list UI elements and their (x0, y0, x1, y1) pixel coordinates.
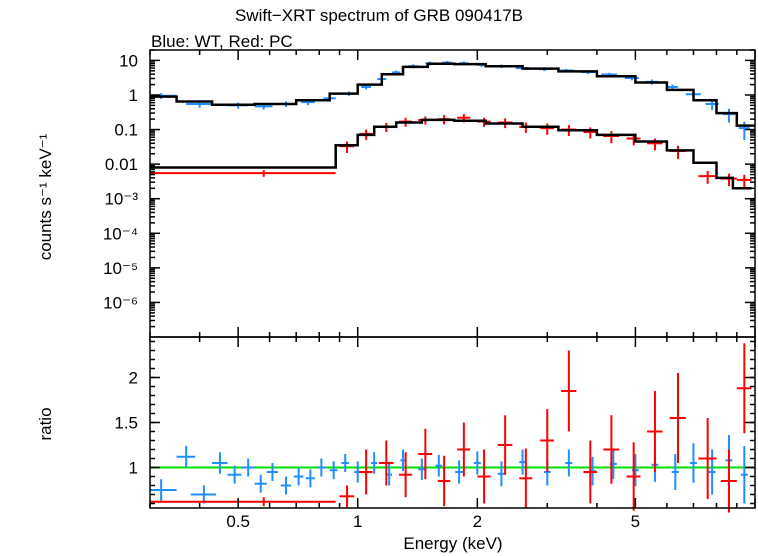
y-tick-label: 10 (119, 51, 138, 70)
ratio-point (477, 449, 491, 504)
spectrum-frame (149, 49, 756, 338)
ratio-point (150, 479, 177, 501)
y-tick-label: 2 (129, 369, 138, 388)
ratio-point (371, 452, 378, 474)
x-tick-label: 0.5 (226, 512, 250, 531)
ratio-point (418, 458, 426, 481)
spectrum-point (603, 131, 620, 144)
chart-subtitle: Blue: WT, Red: PC (151, 32, 293, 51)
ratio-point (254, 474, 267, 493)
ratio-point (519, 448, 533, 508)
ratio-point (341, 454, 349, 472)
y-tick-label: 0.1 (114, 121, 138, 140)
x-axis-label: Energy (keV) (403, 534, 503, 553)
ratio-point (227, 465, 242, 484)
ratio-point (561, 350, 577, 432)
ratio-point (150, 497, 336, 507)
ratio-point (305, 469, 315, 488)
spectrum-series-wt (150, 61, 750, 140)
spectrum-series-pc (150, 114, 752, 188)
spectrum-point (669, 145, 686, 160)
spectrum-point (738, 121, 750, 140)
ratio-point (280, 476, 292, 495)
ratio-point (241, 458, 255, 477)
ratio-point (519, 449, 526, 475)
y-tick-label: 1.5 (114, 414, 138, 433)
ratio-point (266, 463, 279, 481)
ratio-point (190, 485, 217, 504)
ratio-point (740, 445, 748, 504)
ratio-point (671, 454, 679, 490)
x-tick-label: 1 (353, 512, 362, 531)
y-tick-label: 10⁻⁵ (103, 259, 138, 278)
ratio-point (455, 460, 463, 484)
ratio-point (603, 415, 620, 484)
ratio-point (583, 440, 597, 504)
spectrum-point (540, 123, 555, 135)
ratio-panel: 0.5 1 2 5 1 1.5 2 (114, 336, 756, 531)
ratio-point (708, 449, 716, 495)
ratio-series-wt (150, 435, 748, 504)
ratio-point (669, 373, 686, 463)
spectrum-point (339, 141, 355, 153)
spectrum-point (736, 174, 752, 188)
ratio-frame (149, 336, 756, 509)
ratio-point (329, 461, 338, 480)
spectrum-point (722, 108, 735, 123)
model-curve-wt (150, 62, 755, 127)
ratio-point (398, 452, 413, 498)
ratio-point (565, 449, 573, 477)
ratio-point (540, 409, 555, 472)
y-tick-label: 0.01 (105, 155, 138, 174)
y-tick-label: 10⁻⁴ (103, 224, 138, 243)
ratio-series-pc (150, 343, 752, 513)
y-tick-label: 1 (129, 459, 138, 478)
ratio-point (497, 461, 506, 487)
ratio-point (212, 452, 228, 474)
ratio-point (689, 443, 697, 483)
ratio-point (418, 428, 433, 480)
ratio-point (736, 343, 752, 434)
ratio-point (647, 391, 663, 472)
ratio-point (473, 451, 481, 475)
ratio-point (339, 485, 355, 508)
y-tick-label: 1 (129, 86, 138, 105)
x-tick-label: 2 (473, 512, 482, 531)
ratio-point (317, 458, 326, 477)
ratio-point (626, 442, 641, 511)
ratio-point (437, 455, 451, 507)
ratio-point (698, 418, 717, 499)
ratio-point (497, 415, 513, 475)
ratio-point (720, 449, 737, 513)
y-tick-label: 10⁻³ (104, 190, 138, 209)
ratio-point (359, 449, 373, 495)
ratio-point (457, 422, 471, 477)
spectrum-point (150, 170, 336, 177)
ratio-point (378, 440, 394, 486)
y-tick-label: 10⁻⁶ (103, 293, 138, 312)
spectrum-point (698, 171, 717, 184)
x-tick-label: 5 (631, 512, 640, 531)
spectrum-point (720, 173, 737, 187)
chart-title: Swift−XRT spectrum of GRB 090417B (234, 6, 524, 25)
ratio-point (176, 445, 196, 468)
ratio-point (435, 454, 443, 477)
ratio-point (293, 467, 304, 486)
spectrum-panel: 10 1 0.1 0.01 10⁻³ 10⁻⁴ 10⁻⁵ 10⁻⁶ (103, 49, 756, 338)
model-curve-pc (150, 118, 752, 190)
